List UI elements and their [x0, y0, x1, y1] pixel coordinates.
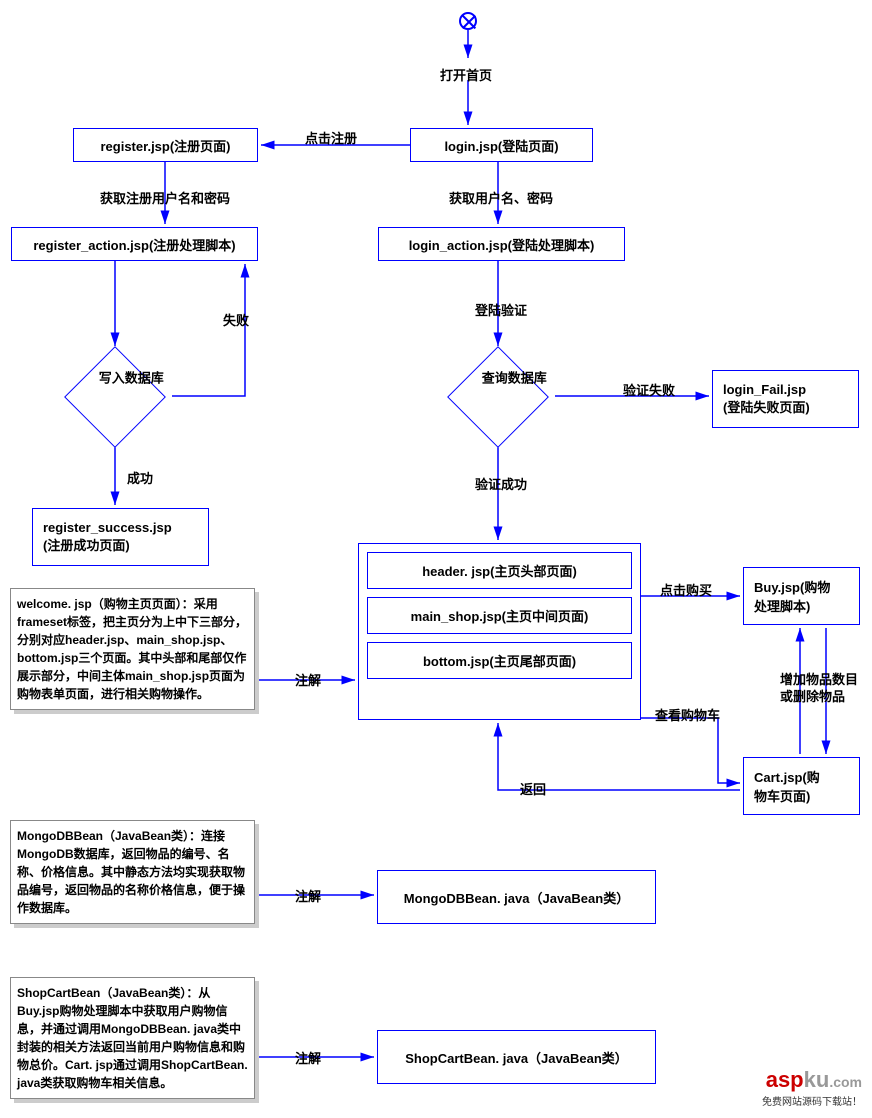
- label: login_action.jsp(登陆处理脚本): [409, 235, 595, 254]
- edge-label: 验证失败: [623, 380, 675, 399]
- node-register-action: register_action.jsp(注册处理脚本): [11, 227, 258, 261]
- node-header: header. jsp(主页头部页面): [367, 552, 632, 589]
- edge-label: 返回: [520, 779, 546, 798]
- edge-label: 成功: [127, 468, 153, 487]
- edge-label: 注解: [295, 886, 321, 905]
- logo: aspku.com 免费网站源码下载站！: [762, 1067, 862, 1108]
- label: (登陆失败页面): [723, 397, 810, 416]
- node-main-shop: main_shop.jsp(主页中间页面): [367, 597, 632, 634]
- label: register.jsp(注册页面): [100, 136, 230, 155]
- label: 查询数据库: [481, 368, 546, 387]
- label: bottom.jsp(主页尾部页面): [423, 651, 576, 670]
- text: welcome. jsp（购物主页页面）：采用frameset标签，把主页分为上…: [17, 597, 247, 701]
- edge-label: 获取用户名、密码: [449, 188, 553, 207]
- label: login.jsp(登陆页面): [444, 136, 558, 155]
- label: login_Fail.jsp: [723, 382, 806, 397]
- label: MongoDBBean. java（JavaBean类）: [404, 888, 629, 907]
- edge-label: 点击注册: [305, 128, 357, 147]
- edge-label: 验证成功: [475, 474, 527, 493]
- text: MongoDBBean（JavaBean类）：连接MongoDB数据库，返回物品…: [17, 829, 245, 915]
- label: main_shop.jsp(主页中间页面): [411, 606, 589, 625]
- logo-domain: .com: [829, 1074, 862, 1090]
- frameset-container: header. jsp(主页头部页面) main_shop.jsp(主页中间页面…: [358, 543, 641, 720]
- edge-label: 增加物品数目 或删除物品: [780, 672, 858, 706]
- edge-label: 失败: [223, 310, 249, 329]
- label: (注册成功页面): [43, 535, 130, 554]
- label: header. jsp(主页头部页面): [422, 561, 577, 580]
- logo-sub: 免费网站源码下载站！: [762, 1093, 862, 1108]
- node-register-success: register_success.jsp (注册成功页面): [32, 508, 209, 566]
- text: 或删除物品: [780, 689, 845, 704]
- label: register_success.jsp: [43, 520, 172, 535]
- label: 物车页面): [754, 786, 810, 805]
- note-shopcart: ShopCartBean（JavaBean类）：从Buy.jsp购物处理脚本中获…: [10, 977, 255, 1099]
- edge-label: 查看购物车: [655, 705, 720, 724]
- node-login-fail: login_Fail.jsp (登陆失败页面): [712, 370, 859, 428]
- label: 写入数据库: [98, 368, 163, 387]
- edge-label: 登陆验证: [475, 300, 527, 319]
- text: ShopCartBean（JavaBean类）：从Buy.jsp购物处理脚本中获…: [17, 986, 248, 1090]
- text: 增加物品数目: [780, 672, 858, 687]
- label: register_action.jsp(注册处理脚本): [33, 235, 235, 254]
- edge-label: 打开首页: [440, 65, 492, 84]
- node-cart: Cart.jsp(购 物车页面): [743, 757, 860, 815]
- note-mongo: MongoDBBean（JavaBean类）：连接MongoDB数据库，返回物品…: [10, 820, 255, 924]
- node-login-action: login_action.jsp(登陆处理脚本): [378, 227, 625, 261]
- node-buy: Buy.jsp(购物 处理脚本): [743, 567, 860, 625]
- node-bottom: bottom.jsp(主页尾部页面): [367, 642, 632, 679]
- diamond-query-db: 查询数据库: [440, 352, 555, 442]
- edge-label: 点击购买: [660, 580, 712, 599]
- node-login: login.jsp(登陆页面): [410, 128, 593, 162]
- logo-brand1: asp: [766, 1067, 804, 1092]
- start-node: [459, 12, 477, 30]
- node-mongo: MongoDBBean. java（JavaBean类）: [377, 870, 656, 924]
- edge-label: 注解: [295, 670, 321, 689]
- label: ShopCartBean. java（JavaBean类）: [405, 1048, 628, 1067]
- edge-label: 获取注册用户名和密码: [100, 188, 230, 207]
- label: 处理脚本): [754, 596, 810, 615]
- edge-label: 注解: [295, 1048, 321, 1067]
- edge: [641, 718, 740, 783]
- label: Cart.jsp(购: [754, 767, 820, 786]
- logo-brand2: ku: [804, 1067, 830, 1092]
- node-shopcart: ShopCartBean. java（JavaBean类）: [377, 1030, 656, 1084]
- node-register: register.jsp(注册页面): [73, 128, 258, 162]
- label: Buy.jsp(购物: [754, 577, 830, 596]
- diamond-write-db: 写入数据库: [57, 352, 172, 442]
- note-welcome: welcome. jsp（购物主页页面）：采用frameset标签，把主页分为上…: [10, 588, 255, 710]
- edge: [172, 264, 245, 396]
